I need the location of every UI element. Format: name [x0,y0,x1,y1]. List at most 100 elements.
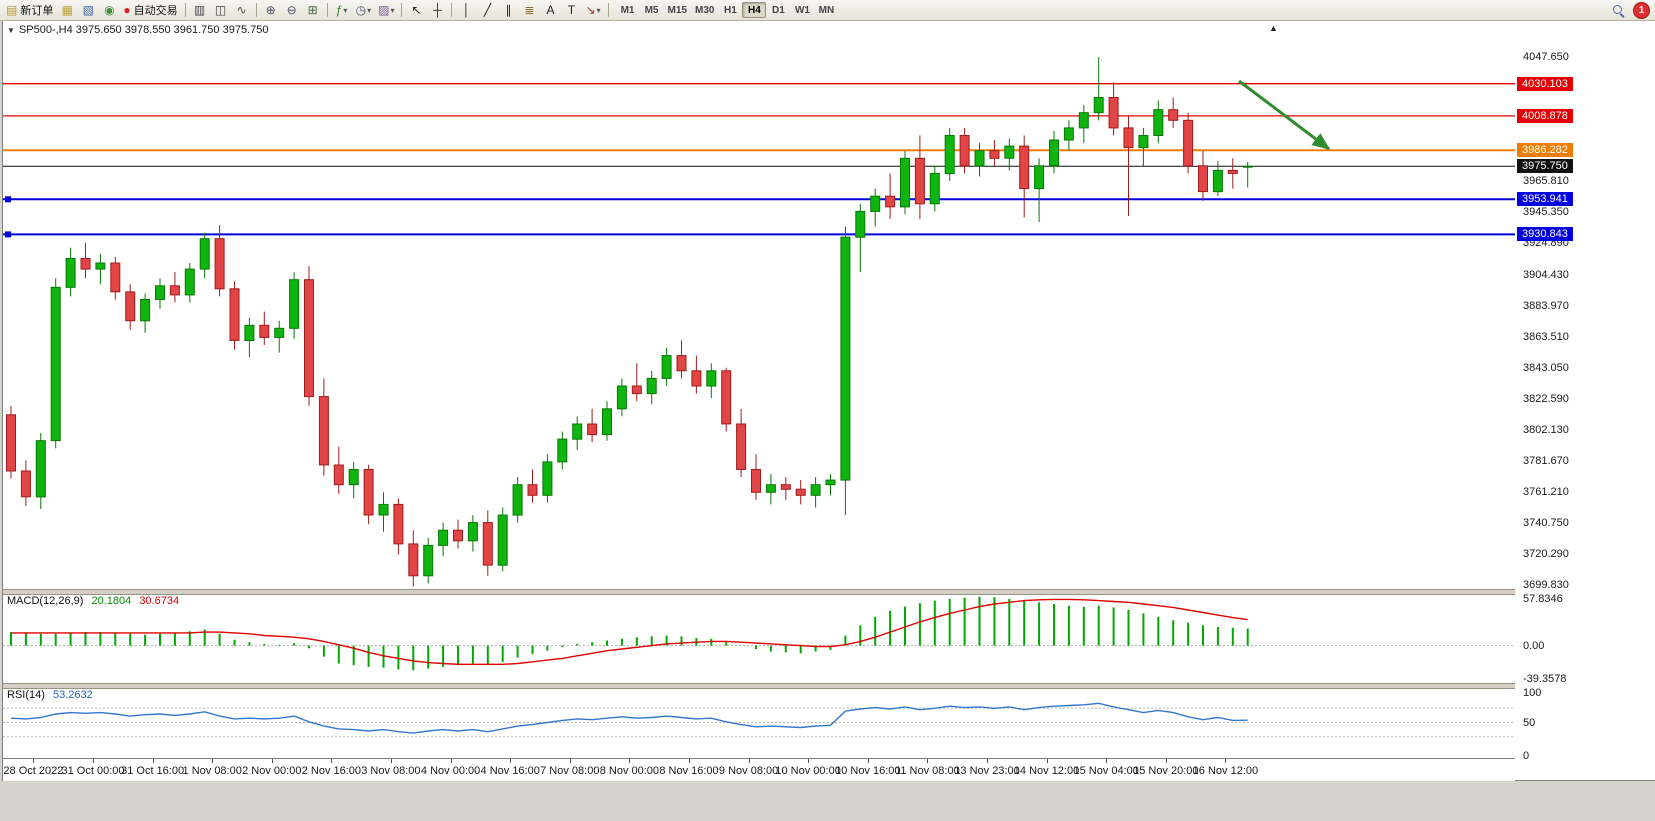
line-chart-icon: ∿ [236,3,247,17]
candle-body [840,236,851,481]
price-axis[interactable]: 4047.6504027.1904006.7303986.2703965.810… [1517,20,1655,781]
candle-body [1123,127,1134,149]
time-label: 15 Nov 20:00 [1133,765,1199,777]
candlestick-chart-icon: ◫ [214,3,227,17]
tile-windows-icon: ⊞ [307,3,318,17]
collapse-chart-icon[interactable]: ▼ [7,25,15,35]
new-order-button-label: 新订单 [20,5,54,17]
time-tick [152,759,154,763]
bar-chart-icon[interactable]: ▥ [190,1,210,19]
time-label: 8 Nov 00:00 [599,765,660,777]
timeframe-w1[interactable]: W1 [790,2,814,18]
time-tick [808,759,810,763]
candle-body [453,529,463,542]
candle-body [1168,109,1179,121]
timeframe-m30[interactable]: M30 [691,2,718,18]
arrows-icon[interactable]: ↘ ▾ [582,1,603,19]
timeframe-toolbar: M1 M5 M15 M30 H1 H4 D1 W1 MN [616,2,839,18]
candle-body [214,238,225,290]
new-order-button[interactable]: ▤ 新订单 [3,1,56,19]
autotrading-icon: ● [123,3,131,17]
candle-body [304,279,314,398]
label-icon[interactable]: T [561,1,581,19]
candle-body [378,503,389,516]
time-axis[interactable]: 28 Oct 2022 31 Oct 00:00 31 Oct 16:00 1 Nov… [3,758,1515,781]
templates-icon[interactable]: ▨ ▾ [375,1,397,19]
price-badge-3986.282: 3986.282 [1517,143,1573,158]
zoom-in-icon[interactable]: ⊕ [261,1,281,19]
price-tick-label: 3781.670 [1523,454,1569,467]
market-watch-icon[interactable]: ◉ [99,1,119,19]
candle-body [438,529,449,546]
candle-body [1138,135,1149,149]
time-label: 4 Nov 16:00 [480,765,540,777]
search-icon[interactable] [1612,4,1625,17]
macd-pane[interactable]: MACD(12,26,9) 20.1804 30.6734 [3,593,1515,683]
timeframe-m15[interactable]: M15 [664,2,691,18]
cursor-icon[interactable]: ↖ [406,1,426,19]
candle-body [1108,97,1119,129]
time-tick [629,759,631,763]
macd-scale-label: -39.3578 [1523,673,1567,685]
candle-body [736,423,747,470]
candle-body [1063,127,1074,141]
candle-body [870,195,881,212]
price-tick-label: 3699.830 [1523,579,1569,592]
new-order-icon: ▤ [6,3,18,17]
candle-body [646,377,657,395]
macd-scale-label: 57.8346 [1523,593,1563,605]
profiles-icon[interactable]: ▧ [78,1,98,19]
channel-icon: ∥ [505,3,512,17]
tile-windows-icon[interactable]: ⊞ [303,1,323,19]
zoom-out-icon[interactable]: ⊖ [282,1,302,19]
indicators-icon: ƒ [335,3,343,17]
time-label: 14 Nov 12:00 [1013,765,1080,777]
pane-splitter[interactable] [3,589,1515,595]
price-chart-pane[interactable]: ▼ SP500-,H4 3975.650 3978.550 3961.750 3… [3,21,1515,589]
candle-body [244,324,255,341]
time-label: 4 Nov 00:00 [420,765,481,777]
trend-annotation-arrow [1238,79,1331,151]
line-chart-icon[interactable]: ∿ [232,1,252,19]
timeframe-m1[interactable]: M1 [616,2,640,18]
candlestick-chart-icon[interactable]: ◫ [211,1,231,19]
time-tick [1106,759,1108,763]
crosshair-icon[interactable]: ┼ [427,1,447,19]
chart-windows-icon[interactable]: ▦ [57,1,77,19]
price-tick-label: 4047.650 [1523,51,1569,64]
candle-body [616,385,627,410]
rsi-pane[interactable]: RSI(14) 53.2632 [3,687,1515,758]
candle-body [259,324,270,338]
toolbar-separator [184,3,186,17]
toolbar-right: 1 [1612,1,1655,19]
candle-body [557,438,568,463]
candle-body [169,285,180,296]
pane-splitter[interactable] [3,683,1515,689]
time-tick [748,759,750,763]
price-tick-label: 3720.290 [1523,548,1569,561]
indicators-icon[interactable]: ƒ ▾ [332,1,352,19]
notification-badge[interactable]: 1 [1633,1,1650,19]
timeframe-mn[interactable]: MN [814,2,838,18]
price-tick-label: 3965.810 [1523,175,1569,188]
time-tick [510,759,512,763]
candle-body [542,461,553,496]
timeframe-d1[interactable]: D1 [766,2,790,18]
candle-body [20,470,31,498]
macd-main-value: 20.1804 [91,595,132,607]
vertical-line-icon[interactable]: │ [456,1,476,19]
candle-body [691,370,702,387]
candlestick-chart[interactable] [3,21,1515,589]
price-badge-3930.843: 3930.843 [1517,227,1573,242]
timeframe-h4[interactable]: H4 [742,2,767,18]
candle-body [1242,165,1253,168]
channel-icon[interactable]: ∥ [498,1,518,19]
periods-icon[interactable]: ◷ ▾ [353,1,375,19]
oneclick-trading-collapse-icon[interactable]: ▲ [1269,23,1278,33]
fibonacci-icon[interactable]: ≣ [519,1,539,19]
autotrading-button[interactable]: ● 自动交易 [120,1,180,19]
trendline-icon[interactable]: ╱ [477,1,497,19]
timeframe-m5[interactable]: M5 [640,2,664,18]
timeframe-h1[interactable]: H1 [718,2,742,18]
text-icon[interactable]: A [540,1,560,19]
